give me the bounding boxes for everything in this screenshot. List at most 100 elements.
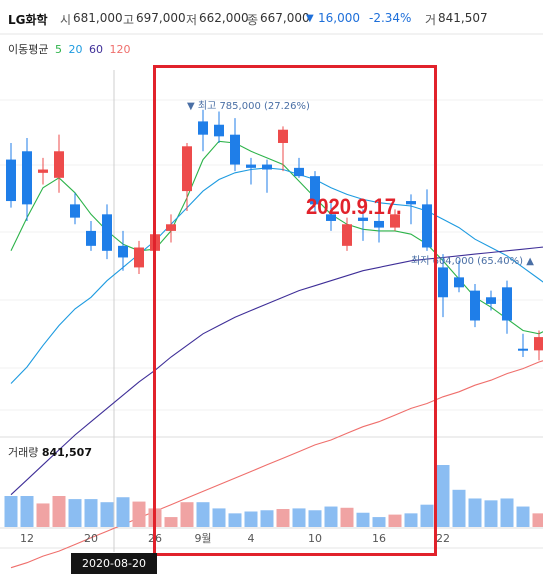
x-tick-label: 22: [436, 532, 450, 545]
volume-bar: [132, 501, 146, 527]
candle-body: [438, 267, 448, 298]
open-label: 시: [60, 13, 72, 27]
volume-bar: [340, 507, 354, 527]
candle-body: [6, 159, 16, 202]
volume-bar: [84, 499, 98, 527]
candle-body: [22, 151, 32, 205]
candle-body: [454, 277, 464, 288]
candle-body: [310, 176, 320, 205]
open-price: 681,000: [73, 11, 123, 25]
candle-body: [374, 220, 384, 228]
x-tick-label: 4: [248, 532, 255, 545]
volume-panel-title: 거래량 841,507: [8, 444, 92, 460]
candle-body: [38, 169, 48, 173]
candle-body: [390, 214, 400, 228]
change-percent: -2.34%: [369, 11, 412, 25]
candle-body: [70, 204, 80, 218]
candle-body: [214, 124, 224, 137]
volume-bar: [68, 499, 82, 527]
volume-bar: [372, 517, 386, 527]
date-callout: 2020.9.17.: [306, 194, 402, 219]
volume-bar: [404, 513, 418, 527]
candle-body: [230, 134, 240, 165]
volume-bar: [36, 503, 50, 527]
volume-bar: [180, 502, 194, 527]
high-label: 고: [123, 13, 135, 27]
low-price: 662,000: [199, 11, 249, 25]
candle-body: [102, 214, 112, 251]
moving-average-legend: 이동평균 5 20 60 120: [8, 41, 133, 57]
volume-bar: [484, 500, 498, 527]
volume-bar: [468, 498, 482, 527]
ma-legend-label: 이동평균: [8, 43, 49, 56]
change-amount: 16,000: [318, 11, 360, 25]
ma-20-label[interactable]: 20: [68, 43, 83, 56]
high-annotation: ▼ 최고 785,000 (27.26%): [187, 100, 310, 112]
candle-body: [422, 204, 432, 248]
ma-60-label[interactable]: 60: [88, 43, 103, 56]
crosshair-date-label: 2020-08-20: [71, 553, 157, 574]
volume-bar: [276, 509, 290, 527]
volume-bar: [164, 517, 178, 527]
close-label: 종: [247, 13, 259, 27]
candle-body: [166, 224, 176, 231]
x-tick-label: 9월: [194, 532, 211, 545]
candle-body: [406, 201, 416, 205]
volume-bar: [292, 508, 306, 527]
candle-body: [262, 164, 272, 170]
x-tick-label: 12: [20, 532, 34, 545]
volume-bar: [420, 504, 434, 527]
stock-name[interactable]: LG화학: [8, 13, 48, 27]
volume-bar: [324, 506, 338, 527]
volume-bar: [308, 510, 322, 527]
highlight-box: [153, 65, 437, 556]
volume-bar: [196, 502, 210, 527]
volume-bar: [388, 514, 402, 527]
candle-body: [470, 290, 480, 321]
volume-bar: [500, 498, 514, 527]
candle-body: [486, 297, 496, 304]
volume-value: 841,507: [438, 11, 488, 25]
low-annotation: 최저 604,000 (65.40%) ▲: [411, 255, 534, 267]
candle-body: [198, 121, 208, 135]
change-down-icon: ▼: [306, 13, 314, 24]
volume-bar: [244, 511, 258, 527]
low-label: 저: [186, 13, 198, 27]
candle-body: [86, 230, 96, 246]
close-price: 667,000: [260, 11, 310, 25]
high-price: 697,000: [136, 11, 186, 25]
volume-bar: [532, 513, 543, 527]
candle-body: [358, 217, 368, 221]
candle-body: [182, 146, 192, 192]
ma60-line: [10, 246, 543, 496]
x-tick-label: 20: [84, 532, 98, 545]
volume-panel-label: 거래량: [8, 446, 39, 459]
ma-5-label[interactable]: 5: [54, 43, 62, 56]
ma-120-label[interactable]: 120: [109, 43, 131, 56]
volume-bar: [452, 489, 466, 527]
volume-label: 거: [425, 13, 437, 27]
volume-bar: [20, 496, 34, 527]
volume-bar: [436, 465, 450, 527]
candle-body: [54, 151, 64, 178]
ma120-line: [10, 360, 543, 569]
x-tick-label: 10: [308, 532, 322, 545]
candle-body: [326, 214, 336, 221]
volume-bar: [356, 512, 370, 527]
volume-bar: [228, 513, 242, 527]
volume-bar: [4, 496, 18, 527]
volume-bar: [212, 508, 226, 527]
candle-body: [342, 224, 352, 246]
volume-bar: [52, 496, 66, 527]
candle-body: [118, 245, 128, 258]
volume-bar: [260, 510, 274, 527]
volume-bar: [516, 506, 530, 527]
volume-bar: [116, 497, 130, 527]
candle-body: [134, 247, 144, 268]
candle-body: [294, 167, 304, 177]
candle-body: [518, 348, 528, 351]
candle-body: [502, 287, 512, 321]
candle-body: [278, 129, 288, 143]
stock-header: LG화학 시 681,000 고 697,000 저 662,000 종 667…: [0, 0, 543, 34]
